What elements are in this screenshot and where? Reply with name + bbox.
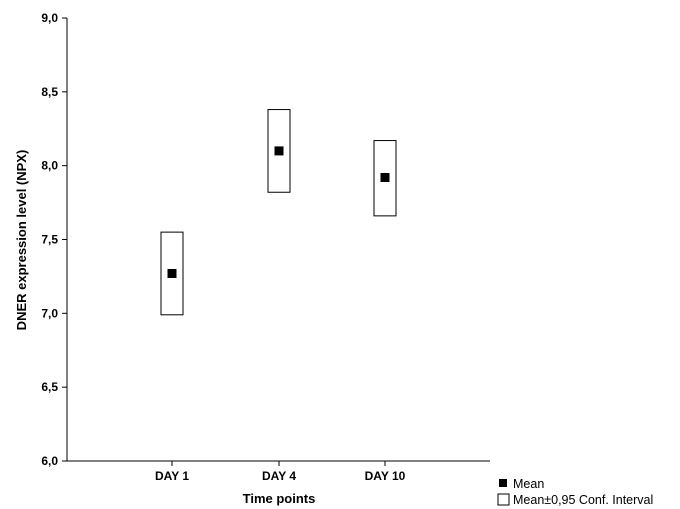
y-tick-label: 7,5 — [41, 233, 58, 247]
x-axis-label: Time points — [243, 491, 316, 506]
legend: Mean Mean±0,95 Conf. Interval — [497, 477, 653, 507]
y-tick-label: 6,0 — [41, 454, 58, 468]
x-ticks: DAY 1 DAY 4 DAY 10 — [155, 461, 406, 483]
y-tick-label: 8,5 — [41, 85, 58, 99]
x-tick-label: DAY 1 — [155, 469, 189, 483]
y-tick-label: 6,5 — [41, 380, 58, 394]
mean-point — [167, 268, 177, 278]
y-ticks: 6,0 6,5 7,0 7,5 8,0 8,5 9,0 — [41, 11, 67, 468]
y-tick-label: 9,0 — [41, 11, 58, 25]
mean-point — [274, 146, 284, 156]
x-tick-label: DAY 10 — [365, 469, 406, 483]
legend-mean-marker — [499, 479, 507, 487]
legend-mean-label: Mean — [513, 477, 544, 491]
x-tick-label: DAY 4 — [262, 469, 296, 483]
plot-marks — [160, 109, 397, 316]
legend-ci-marker — [497, 493, 510, 506]
y-axis-label: DNER expression level (NPX) — [14, 150, 29, 331]
y-tick-label: 8,0 — [41, 159, 58, 173]
legend-ci-label: Mean±0,95 Conf. Interval — [513, 493, 653, 507]
y-tick-label: 7,0 — [41, 306, 58, 320]
mean-point — [380, 172, 390, 182]
